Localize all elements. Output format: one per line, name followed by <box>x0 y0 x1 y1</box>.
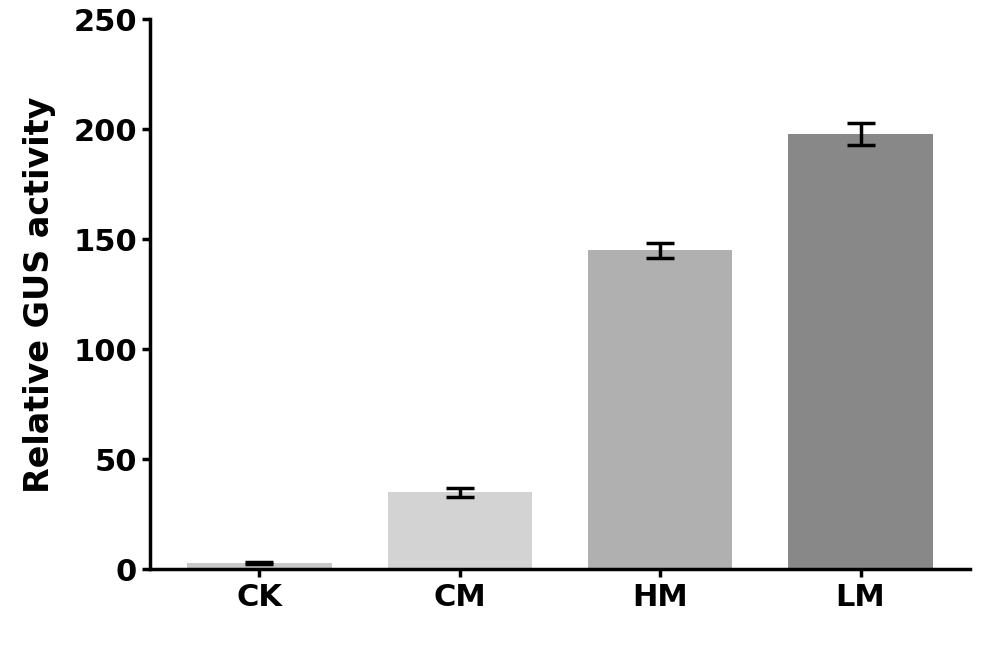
Bar <box>388 492 532 569</box>
Y-axis label: Relative GUS activity: Relative GUS activity <box>23 96 56 492</box>
Bar <box>588 250 732 569</box>
Bar <box>187 563 332 569</box>
Bar <box>788 134 933 569</box>
